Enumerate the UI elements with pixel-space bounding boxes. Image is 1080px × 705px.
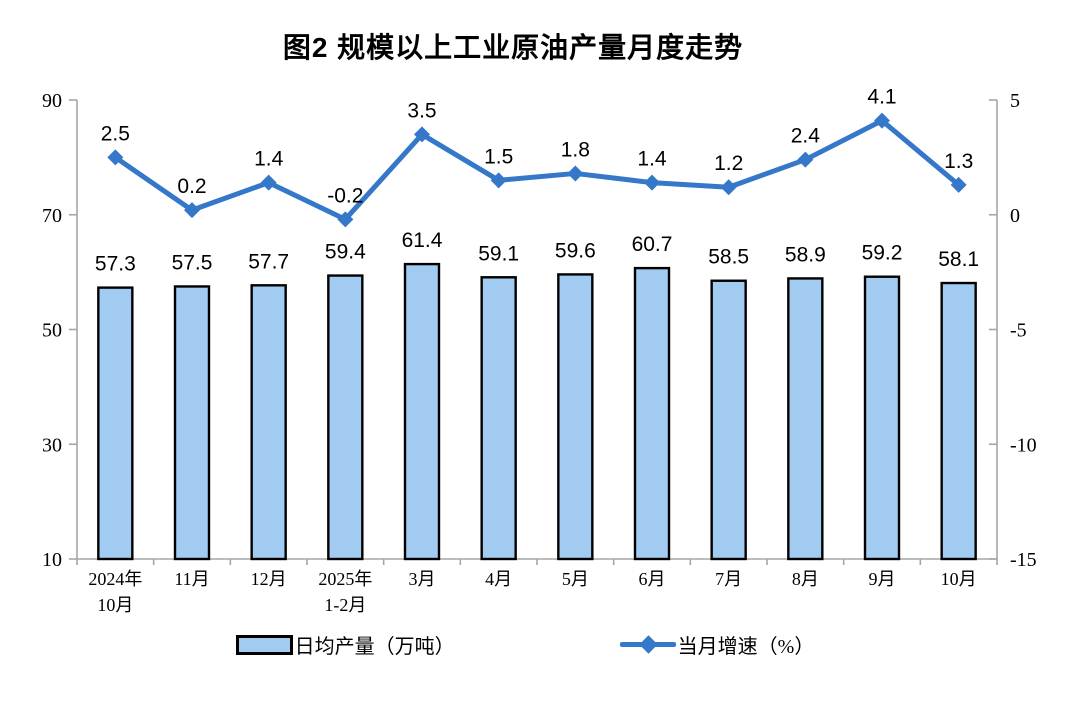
x-axis-category-label: 8月	[792, 569, 819, 589]
bar	[250, 284, 287, 561]
line-marker	[184, 202, 200, 219]
x-axis-category-label: 9月	[869, 569, 896, 589]
x-axis-category-label: 2025年	[318, 569, 372, 589]
line-value-label: 3.5	[407, 99, 436, 122]
line-marker	[720, 179, 737, 196]
line-value-label: 4.1	[867, 86, 896, 109]
line-value-label: -0.2	[327, 184, 363, 207]
x-axis-category-label: 1-2月	[324, 595, 366, 615]
left-axis-tick-label: 50	[42, 320, 62, 342]
bar	[327, 274, 364, 561]
bar	[173, 285, 211, 561]
bar-series-swatch-icon	[235, 634, 293, 655]
line-swatch-diamond-marker	[638, 635, 658, 654]
bar-value-label: 59.4	[325, 241, 366, 264]
bar-value-label: 57.7	[248, 250, 289, 273]
left-axis-tick-label: 90	[42, 90, 62, 112]
line-value-label: 2.5	[101, 122, 130, 145]
line-marker	[414, 126, 430, 143]
bar	[403, 262, 441, 561]
bar-value-label: 61.4	[402, 229, 443, 252]
right-axis-tick-label: -5	[1010, 320, 1027, 342]
line-marker	[567, 165, 584, 182]
x-axis-category-label: 6月	[639, 569, 666, 589]
x-axis-category-label: 10月	[97, 595, 133, 615]
bar-value-label: 59.6	[555, 239, 596, 262]
legend-bar-series-label: 日均产量（万吨）	[294, 636, 455, 658]
line-marker	[644, 174, 660, 191]
line-value-label: 1.2	[714, 152, 743, 175]
line-value-label: 0.2	[177, 175, 206, 198]
bar	[863, 275, 901, 561]
left-axis-tick-label: 10	[42, 549, 62, 571]
line-marker	[950, 176, 967, 193]
bar	[787, 277, 824, 561]
right-axis-tick-label: 5	[1010, 90, 1020, 112]
line-marker	[797, 151, 814, 168]
x-axis-category-label: 4月	[485, 569, 512, 589]
line-marker	[337, 211, 354, 228]
bar	[97, 286, 134, 561]
chart-legend: 日均产量（万吨） 当月增速（%）	[0, 630, 1050, 659]
line-value-label: 1.4	[254, 148, 284, 171]
line-marker	[490, 172, 507, 189]
line-value-label: 1.4	[637, 148, 667, 171]
x-axis-category-label: 10月	[941, 569, 977, 589]
bar-value-label: 58.5	[708, 246, 749, 269]
line-marker	[260, 174, 277, 191]
right-axis-tick-label: -10	[1010, 434, 1037, 456]
right-axis-tick-label: -15	[1010, 549, 1037, 571]
chart-title: 图2 规模以上工业原油产量月度走势	[282, 32, 744, 63]
x-axis-category-label: 3月	[409, 569, 436, 589]
x-axis-category-label: 7月	[715, 569, 742, 589]
line-marker	[874, 112, 890, 129]
x-axis-category-label: 12月	[251, 569, 287, 589]
bar-value-label: 57.5	[172, 251, 213, 274]
line-series-swatch-icon	[619, 635, 676, 654]
growth-line	[112, 118, 962, 222]
x-axis-category-label: 11月	[174, 569, 209, 589]
left-axis-tick-label: 70	[42, 205, 62, 227]
bar-value-label: 57.3	[95, 253, 136, 276]
bar	[480, 276, 517, 561]
line-value-label: 1.5	[484, 145, 513, 168]
line-value-label: 1.3	[944, 150, 973, 173]
right-axis-tick-label: 0	[1010, 205, 1020, 227]
bar-value-label: 58.9	[785, 243, 826, 266]
x-axis-category-label: 5月	[562, 569, 589, 589]
line-marker	[107, 149, 124, 166]
legend-item-bar-series: 日均产量（万吨）	[235, 630, 455, 659]
bar	[710, 279, 747, 561]
bar	[633, 266, 671, 561]
bar	[940, 281, 977, 561]
left-axis-tick-label: 30	[42, 434, 62, 456]
line-value-label: 2.4	[791, 125, 821, 148]
bar-value-label: 59.2	[862, 242, 903, 265]
line-value-label: 1.8	[561, 138, 590, 161]
legend-line-series-label: 当月增速（%）	[677, 636, 815, 658]
bar	[557, 273, 594, 561]
legend-item-line-series: 当月增速（%）	[619, 630, 815, 659]
bar-value-label: 60.7	[632, 233, 673, 256]
bar-value-label: 59.1	[478, 242, 519, 265]
bar-value-label: 58.1	[938, 248, 979, 271]
x-axis-category-label: 2024年	[88, 569, 142, 589]
